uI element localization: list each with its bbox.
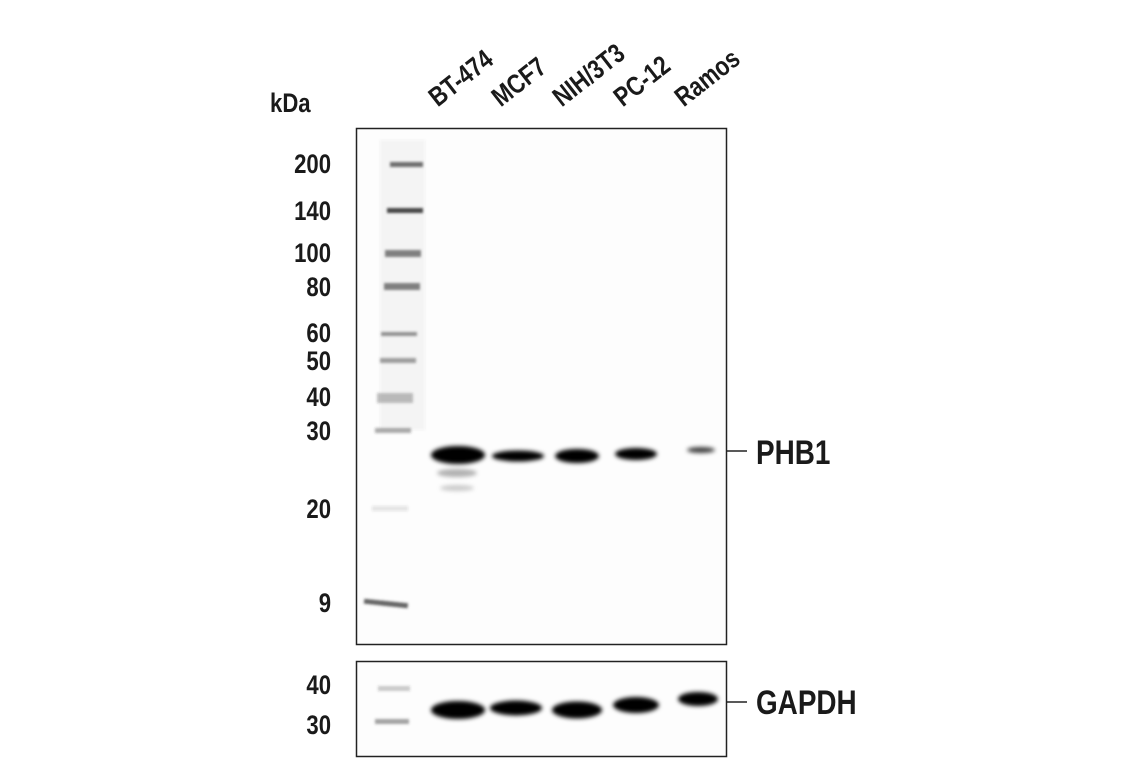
marker-label: 30 [306,710,331,740]
marker-label: 140 [294,196,331,226]
phb1-bands [431,446,715,491]
gapdh-bands [431,692,718,719]
phb1-label: PHB1 [756,434,831,472]
marker-label: 20 [306,494,331,524]
marker-label: 200 [294,149,331,179]
marker-label: 40 [306,670,331,700]
kda-label: kDa [270,88,311,118]
marker-label: 60 [306,318,331,348]
marker-label: 9 [318,588,331,618]
marker-label: 80 [306,272,331,302]
marker-label: 50 [306,346,331,376]
gapdh-label: GAPDH [756,684,857,722]
ladder [363,140,425,724]
marker-label: 100 [294,238,331,268]
marker-label: 40 [306,382,331,412]
marker-label: 30 [306,416,331,446]
